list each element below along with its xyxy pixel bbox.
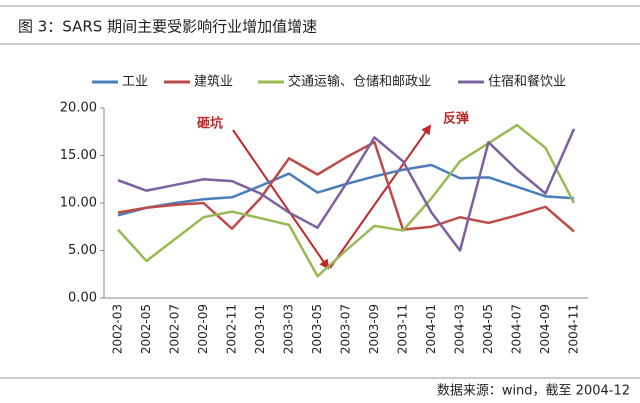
annotation: 砸坑 [196,116,223,132]
chart-title: 图 3：SARS 期间主要受影响行业增加值增速 [18,18,317,36]
x-tick-label: 2003-03 [282,304,296,354]
legend-label: 建筑业 [194,74,233,90]
y-tick-label: 15.00 [60,148,97,163]
x-tick-label: 2002-03 [111,304,125,354]
x-tick-label: 2004-09 [538,304,552,354]
y-tick-label: 20.00 [60,101,97,116]
x-tick-label: 2002-05 [139,304,153,354]
x-tick-label: 2004-01 [424,304,438,354]
legend-label: 交通运输、仓储和邮政业 [288,74,431,90]
x-tick-label: 2003-11 [396,304,410,354]
x-tick-label: 2002-11 [225,304,239,354]
arrow-up [329,124,432,269]
series-line [117,163,575,217]
series-line [117,128,576,252]
x-tick-label: 2003-05 [310,304,324,354]
y-tick-label: 10.00 [60,196,97,211]
x-tick-label: 2003-01 [253,304,267,354]
x-tick-label: 2004-07 [510,304,524,354]
annotation: 反弹 [443,111,469,127]
series-line [117,123,576,278]
x-tick-label: 2004-11 [567,304,581,354]
source: 数据来源：wind，截至 2004-12 [437,384,630,399]
legend-label: 工业 [122,75,148,90]
x-tick-label: 2003-07 [339,304,353,354]
x-tick-label: 2002-07 [168,304,182,354]
x-tick-label: 2003-09 [367,304,381,354]
y-tick-label: 5.00 [68,243,97,258]
legend-label: 住宿和餐饮业 [488,74,566,90]
y-tick-label: 0.00 [68,291,97,306]
x-tick-label: 2002-09 [196,304,210,354]
x-tick-label: 2004-05 [481,304,495,354]
x-tick-label: 2004-03 [453,304,467,354]
series-line [117,140,575,233]
arrow-down [232,129,330,270]
